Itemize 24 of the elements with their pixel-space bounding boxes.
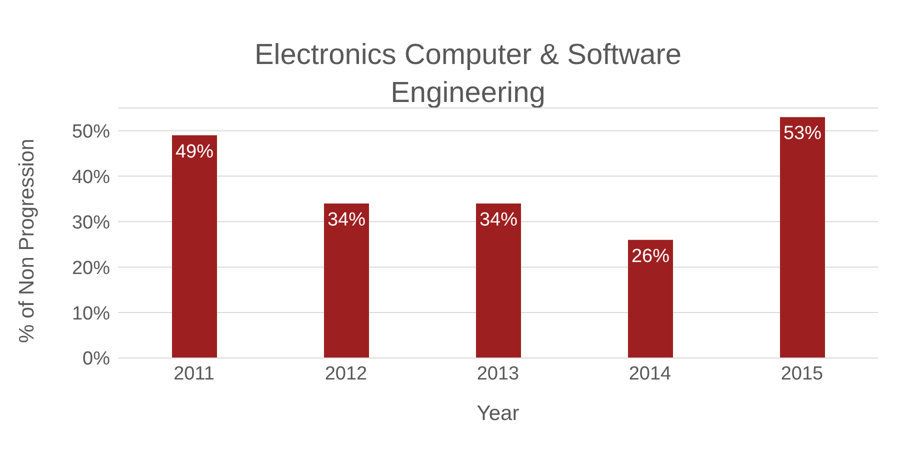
bar bbox=[780, 117, 825, 358]
bar bbox=[476, 203, 521, 358]
x-tick-label: 2011 bbox=[174, 363, 214, 384]
x-tick-label: 2015 bbox=[780, 363, 824, 384]
data-label: 26% bbox=[631, 246, 670, 267]
y-axis-title: % of Non Progression bbox=[15, 138, 38, 343]
y-tick-label: 20% bbox=[72, 258, 110, 279]
x-tick-label: 2012 bbox=[324, 363, 368, 384]
x-tick-label: 2013 bbox=[476, 363, 520, 384]
y-tick-label: 10% bbox=[72, 303, 110, 324]
y-tick-label: 40% bbox=[72, 166, 110, 188]
y-tick-label: 0% bbox=[82, 348, 110, 370]
bar bbox=[324, 203, 369, 358]
data-label: 34% bbox=[327, 209, 366, 230]
x-tick-label: 2014 bbox=[628, 363, 672, 384]
x-axis-title: Year bbox=[476, 402, 520, 425]
data-label: 49% bbox=[175, 141, 214, 162]
chart-title: Electronics Computer & Software Engineering bbox=[253, 38, 683, 111]
data-label: 34% bbox=[479, 209, 518, 230]
bar bbox=[172, 135, 217, 358]
data-label: 53% bbox=[783, 123, 822, 144]
bar bbox=[628, 240, 673, 358]
y-tick-label: 50% bbox=[72, 121, 110, 142]
y-tick-label: 30% bbox=[72, 212, 110, 234]
